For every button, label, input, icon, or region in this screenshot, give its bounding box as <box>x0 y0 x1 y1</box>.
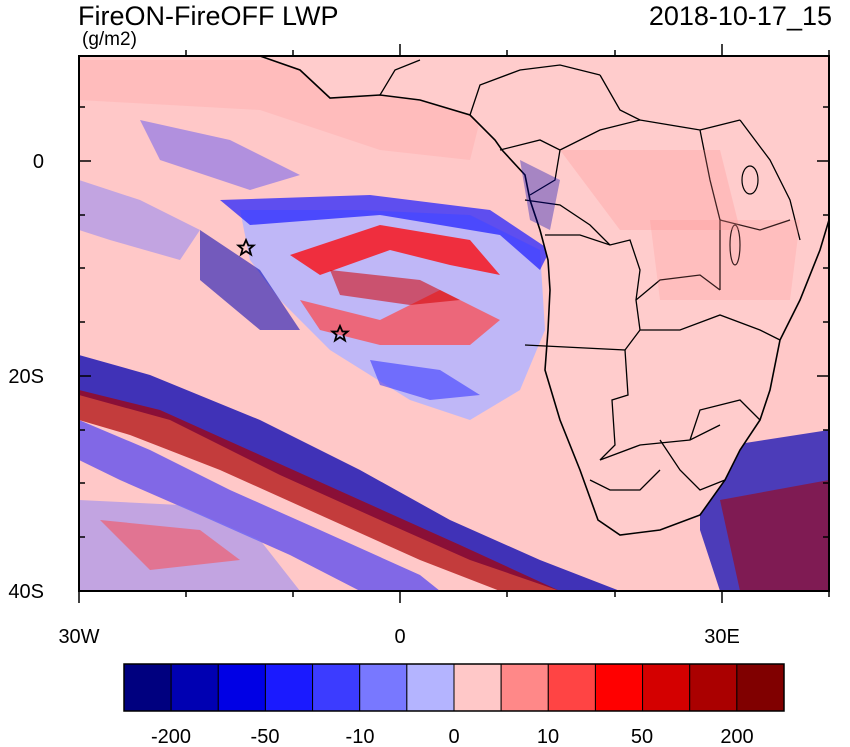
lat-label-20s: 20S <box>8 366 44 388</box>
colorbar-swatch-4 <box>312 663 361 712</box>
colorbar-label-m10: -10 <box>346 726 375 747</box>
star-marker-south <box>329 323 351 343</box>
colorbar-label-m200: -200 <box>151 726 191 747</box>
colorbar-label-0: 0 <box>448 726 459 747</box>
colorbar-swatch-2 <box>217 663 266 712</box>
colorbar-swatch-10 <box>594 663 644 712</box>
colorbar-swatch-9 <box>547 663 596 712</box>
lon-label-0: 0 <box>394 626 405 648</box>
lat-ticks <box>79 106 829 592</box>
lon-label-30w: 30W <box>58 626 99 648</box>
lat-label-0: 0 <box>33 151 44 173</box>
colorbar-swatch-0 <box>123 663 172 712</box>
colorbar-swatch-8 <box>500 663 549 712</box>
colorbar-label-m50: -50 <box>251 726 280 747</box>
lon-label-30e: 30E <box>704 626 740 648</box>
plot-timestamp: 2018-10-17_15 <box>648 1 832 31</box>
plot-units: (g/m2) <box>82 29 137 50</box>
frontal-band <box>79 355 620 591</box>
colorbar-swatch-11 <box>642 663 691 712</box>
star-marker-north <box>235 237 257 257</box>
lwp-field <box>79 56 829 591</box>
colorbar-label-10: 10 <box>537 726 559 747</box>
colorbar-swatch-12 <box>689 663 738 712</box>
plot-title: FireON-FireOFF LWP <box>78 1 339 31</box>
colorbar-swatch-7 <box>453 663 502 712</box>
country-borders <box>379 59 801 491</box>
colorbar-label-50: 50 <box>631 726 653 747</box>
colorbar-swatch-3 <box>264 663 314 712</box>
colorbar-swatch-5 <box>359 663 408 712</box>
colorbar-swatch-6 <box>406 663 455 712</box>
colorbar-swatch-13 <box>736 663 785 712</box>
colorbar <box>123 663 785 712</box>
lat-label-40s: 40S <box>8 581 44 603</box>
lon-ticks <box>78 44 830 603</box>
colorbar-label-200: 200 <box>720 726 753 747</box>
colorbar-swatch-1 <box>170 663 219 712</box>
